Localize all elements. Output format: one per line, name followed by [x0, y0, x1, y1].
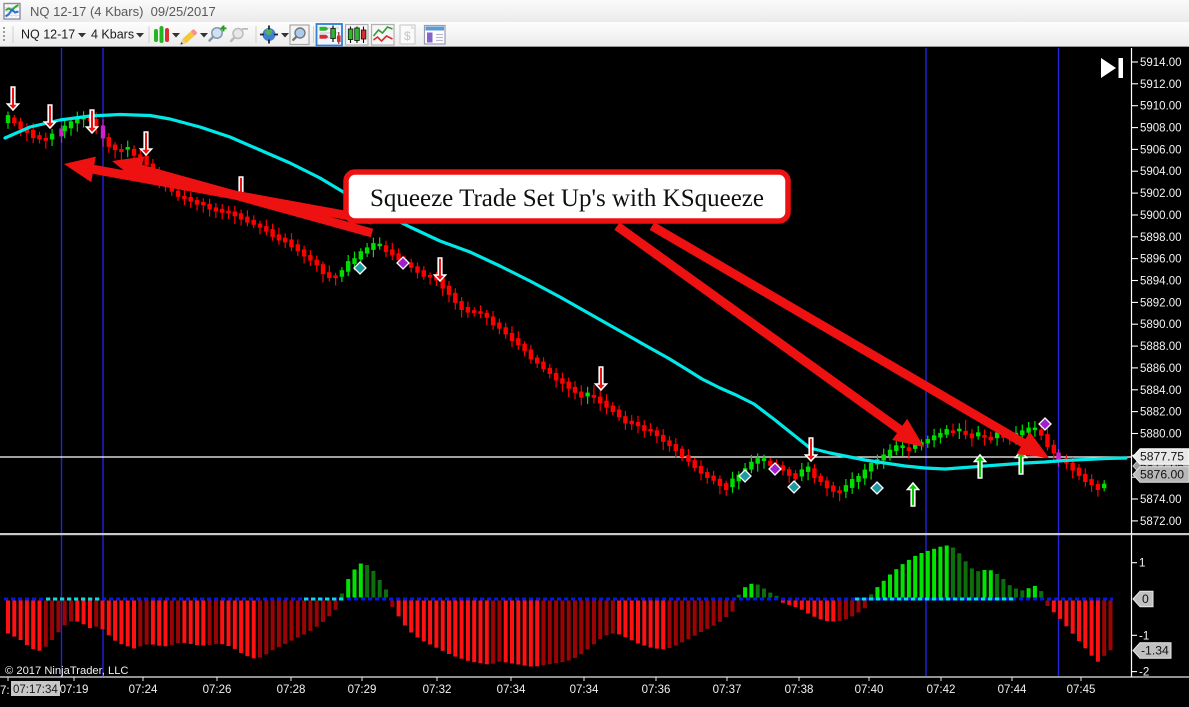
svg-text:5890.00: 5890.00 — [1140, 319, 1182, 331]
svg-text:07:37: 07:37 — [713, 684, 742, 696]
svg-text:-2: -2 — [1139, 667, 1149, 679]
svg-text:© 2017 NinjaTrader, LLC: © 2017 NinjaTrader, LLC — [5, 665, 129, 677]
svg-text:4 Kbars: 4 Kbars — [91, 28, 134, 42]
svg-text:07:42: 07:42 — [927, 684, 956, 696]
svg-text:07:38: 07:38 — [785, 684, 814, 696]
svg-text:07:34: 07:34 — [570, 684, 599, 696]
svg-text:07:40: 07:40 — [855, 684, 884, 696]
svg-text:5894.00: 5894.00 — [1140, 276, 1182, 288]
svg-text:NQ 12-17: NQ 12-17 — [21, 28, 75, 42]
svg-text:5874.00: 5874.00 — [1140, 494, 1182, 506]
svg-text:5880.00: 5880.00 — [1140, 429, 1182, 441]
svg-text:07:32: 07:32 — [423, 684, 452, 696]
svg-text:-1.34: -1.34 — [1141, 644, 1169, 658]
svg-text:$: $ — [404, 29, 411, 43]
svg-text:NQ 12-17 (4 Kbars) 09/25/2017: NQ 12-17 (4 Kbars) 09/25/2017 — [30, 4, 216, 19]
svg-text:07:19: 07:19 — [60, 684, 89, 696]
svg-text:5888.00: 5888.00 — [1140, 341, 1182, 353]
svg-text:7:: 7: — [0, 685, 10, 697]
svg-text:5910.00: 5910.00 — [1140, 101, 1182, 113]
svg-text:Squeeze Trade Set Up's with KS: Squeeze Trade Set Up's with KSqueeze — [370, 185, 764, 212]
svg-text:5884.00: 5884.00 — [1140, 385, 1182, 397]
svg-text:5902.00: 5902.00 — [1140, 188, 1182, 200]
svg-text:5892.00: 5892.00 — [1140, 297, 1182, 309]
svg-text:07:34: 07:34 — [497, 684, 526, 696]
svg-text:07:44: 07:44 — [998, 684, 1027, 696]
svg-text:5886.00: 5886.00 — [1140, 363, 1182, 375]
svg-text:5882.00: 5882.00 — [1140, 407, 1182, 419]
svg-text:07:29: 07:29 — [348, 684, 377, 696]
svg-text:1: 1 — [1139, 558, 1145, 570]
svg-text:5906.00: 5906.00 — [1140, 144, 1182, 156]
svg-text:5914.00: 5914.00 — [1140, 57, 1182, 69]
svg-text:5898.00: 5898.00 — [1140, 232, 1182, 244]
svg-text:5876.00: 5876.00 — [1140, 468, 1184, 482]
svg-text:-1: -1 — [1139, 630, 1149, 642]
svg-text:07:24: 07:24 — [129, 684, 158, 696]
svg-text:5872.00: 5872.00 — [1140, 516, 1182, 528]
svg-text:07:28: 07:28 — [277, 684, 306, 696]
svg-text:0: 0 — [1142, 592, 1149, 606]
svg-text:07:17:34: 07:17:34 — [13, 684, 58, 696]
svg-text:07:26: 07:26 — [203, 684, 232, 696]
svg-text:5877.75: 5877.75 — [1140, 450, 1184, 464]
svg-text:5904.00: 5904.00 — [1140, 166, 1182, 178]
svg-text:07:45: 07:45 — [1067, 684, 1096, 696]
svg-text:5908.00: 5908.00 — [1140, 123, 1182, 135]
svg-text:5912.00: 5912.00 — [1140, 79, 1182, 91]
svg-text:07:36: 07:36 — [642, 684, 671, 696]
svg-text:5900.00: 5900.00 — [1140, 210, 1182, 222]
svg-text:5896.00: 5896.00 — [1140, 254, 1182, 266]
